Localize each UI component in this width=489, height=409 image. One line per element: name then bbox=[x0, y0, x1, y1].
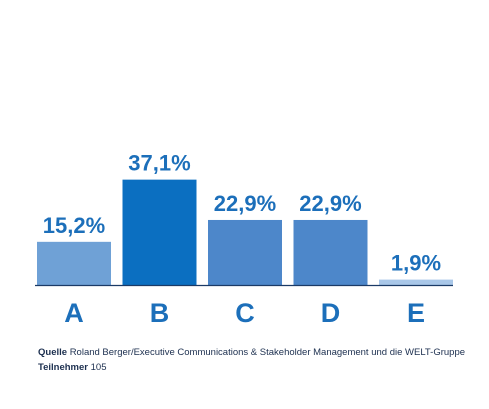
value-label-c: 22,9% bbox=[214, 191, 276, 216]
bar-e bbox=[379, 279, 453, 285]
bar-b bbox=[122, 179, 197, 285]
bar-c bbox=[208, 219, 282, 285]
value-label-a: 15,2% bbox=[43, 213, 105, 238]
bar-chart-svg: 15,2% A 37,1% B 22,9% C 22,9% D 1,9% E bbox=[35, 151, 453, 328]
bar-chart: 15,2% A 37,1% B 22,9% C 22,9% D 1,9% E bbox=[35, 151, 453, 328]
category-label-e: E bbox=[407, 298, 425, 328]
source-line: Quelle Roland Berger/Executive Communica… bbox=[38, 345, 465, 360]
source-text: Roland Berger/Executive Communications &… bbox=[69, 347, 466, 358]
value-label-d: 22,9% bbox=[299, 191, 361, 216]
category-label-c: C bbox=[235, 298, 255, 328]
bar-d bbox=[293, 219, 368, 285]
category-label-d: D bbox=[321, 298, 341, 328]
value-label-e: 1,9% bbox=[391, 251, 441, 276]
participants-value: 105 bbox=[90, 362, 107, 373]
category-label-b: B bbox=[150, 298, 170, 328]
category-label-a: A bbox=[64, 298, 84, 328]
participants-key: Teilnehmer bbox=[38, 362, 88, 373]
value-label-b: 37,1% bbox=[128, 151, 190, 176]
participants-line: Teilnehmer 105 bbox=[38, 360, 465, 375]
source-key: Quelle bbox=[38, 347, 68, 358]
chart-footer: Quelle Roland Berger/Executive Communica… bbox=[38, 345, 465, 375]
bar-a bbox=[37, 241, 111, 285]
